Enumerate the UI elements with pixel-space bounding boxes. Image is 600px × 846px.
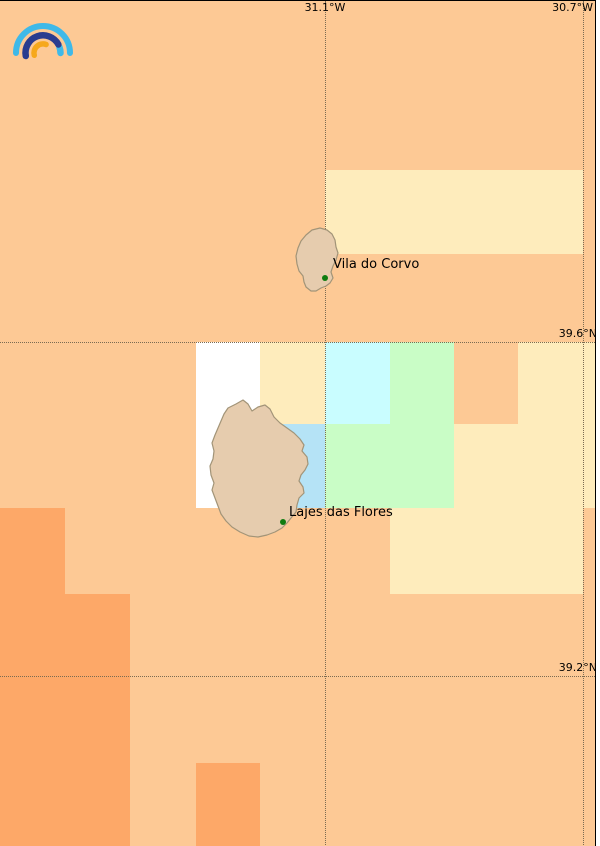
warning-patch-green: [325, 424, 454, 508]
warning-patch-dark-orange: [196, 763, 260, 846]
corvo-island: [295, 227, 339, 292]
warning-patch-green: [390, 342, 454, 424]
longitude-gridline: [325, 1, 326, 846]
warning-patch-cream: [390, 508, 583, 594]
lajes-das-flores-marker: [280, 519, 286, 525]
logo-outer-arc-icon: [13, 23, 73, 56]
flores-island: [209, 399, 309, 538]
vila-do-corvo-label: Vila do Corvo: [333, 257, 420, 272]
warning-patch-cream: [325, 170, 583, 254]
latitude-gridline: [0, 342, 595, 343]
lajes-das-flores-label: Lajes das Flores: [289, 505, 393, 520]
logo-middle-tip-arc-icon: [56, 43, 64, 57]
logo-middle-arc-icon: [22, 32, 62, 60]
vila-do-corvo-marker: [322, 275, 328, 281]
warning-patch-cream: [454, 424, 595, 508]
latitude-gridline: [0, 676, 595, 677]
warning-patch-cream: [518, 342, 595, 424]
warning-patch-cyan: [325, 342, 390, 424]
warning-patch-dark-orange: [0, 508, 65, 594]
warning-patch-dark-orange: [0, 594, 130, 846]
logo-inner-arc-icon: [31, 41, 49, 59]
longitude-gridline: [583, 1, 584, 846]
ipma-logo: [13, 23, 73, 60]
